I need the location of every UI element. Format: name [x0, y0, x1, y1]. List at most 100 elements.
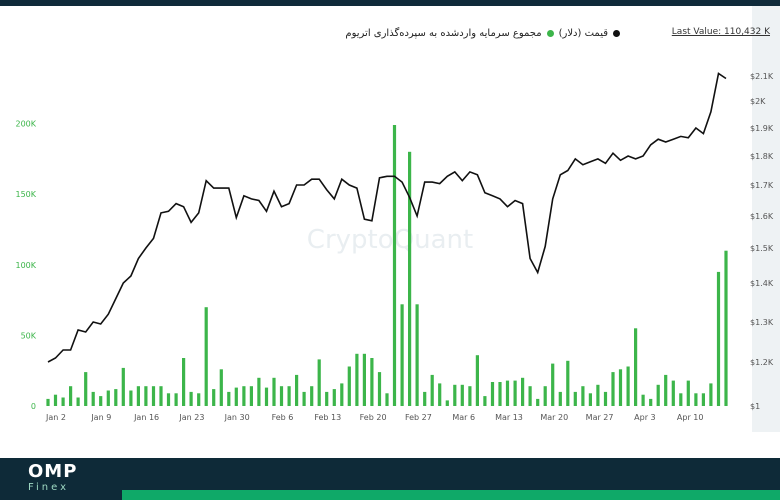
right-tick-label: $1.6K — [750, 212, 774, 221]
right-tick-label: $1.3K — [750, 318, 774, 327]
bar-31 — [279, 386, 284, 406]
legend-line-swatch — [613, 29, 620, 37]
bar-30 — [272, 377, 276, 406]
bar-35 — [310, 386, 314, 406]
bar-21 — [204, 307, 208, 406]
x-tick-label: Mar 27 — [586, 413, 614, 422]
bar-66 — [543, 386, 547, 406]
bar-55 — [460, 384, 464, 406]
bar-68 — [558, 391, 562, 406]
bar-85 — [686, 380, 690, 406]
top-strip — [0, 0, 780, 6]
bar-64 — [528, 386, 532, 406]
bar-86 — [694, 393, 698, 406]
bar-38 — [332, 389, 336, 406]
bar-8 — [106, 390, 110, 406]
bar-series — [46, 125, 728, 406]
right-tick-label: $1.7K — [750, 181, 774, 190]
bar-81 — [656, 384, 660, 406]
x-tick-label: Feb 6 — [272, 413, 294, 422]
bar-49 — [415, 304, 419, 406]
x-tick-label: Jan 23 — [178, 413, 204, 422]
bar-61 — [505, 380, 510, 406]
bar-67 — [551, 363, 555, 406]
bar-12 — [136, 386, 140, 406]
bar-43 — [370, 358, 374, 406]
bar-80 — [649, 398, 653, 406]
bar-34 — [302, 391, 306, 406]
bar-62 — [513, 380, 517, 406]
left-axis: 0 50K 100K 150K 200K — [15, 120, 36, 411]
bar-83 — [671, 380, 675, 406]
bar-32 — [287, 386, 291, 406]
bar-0 — [46, 398, 50, 406]
left-tick-label: 150K — [15, 190, 36, 199]
bar-17 — [174, 393, 178, 406]
x-tick-label: Jan 16 — [133, 413, 159, 422]
bar-29 — [264, 387, 269, 406]
bar-36 — [317, 359, 321, 406]
bar-2 — [61, 397, 65, 406]
bar-63 — [521, 377, 525, 406]
bar-11 — [129, 390, 133, 406]
bar-54 — [453, 384, 457, 406]
bar-90 — [724, 250, 728, 406]
bar-9 — [114, 389, 118, 406]
left-tick-label: 0 — [31, 402, 36, 411]
footer-accent — [122, 490, 780, 500]
x-axis: Jan 2 Jan 9 Jan 16 Jan 23 Jan 30 Feb 6 Feb 13 F… — [45, 413, 703, 422]
x-tick-label: Mar 20 — [540, 413, 568, 422]
bar-75 — [611, 372, 615, 406]
right-tick-label: $2.1K — [750, 72, 774, 81]
legend-line-label: قیمت (دلار) — [558, 27, 608, 39]
chart-legend: قیمت (دلار) مجموع سرمایه واردشده به سپرد… — [300, 24, 620, 42]
bar-22 — [212, 389, 216, 406]
bar-74 — [603, 391, 608, 406]
bar-16 — [166, 393, 171, 406]
legend-bars-label: مجموع سرمایه واردشده به سپرده‌گذاری اتری… — [345, 27, 542, 39]
x-tick-label: Mar 13 — [495, 413, 523, 422]
bar-5 — [84, 372, 88, 406]
bar-37 — [325, 391, 329, 406]
bar-44 — [377, 372, 382, 406]
right-axis: $1 $1.2K $1.3K $1.4K $1.5K $1.6K $1.7K $1.8K $1.… — [750, 72, 774, 411]
bar-46 — [392, 125, 397, 406]
bar-57 — [475, 355, 479, 406]
bar-28 — [257, 377, 261, 406]
right-tick-label: $1.4K — [750, 279, 774, 288]
bar-84 — [679, 393, 683, 406]
right-tick-label: $1.2K — [750, 358, 774, 367]
left-tick-label: 50K — [21, 331, 37, 340]
last-value-link[interactable]: Last Value: 110,432 K — [671, 27, 770, 37]
bar-39 — [340, 383, 344, 406]
x-tick-label: Feb 13 — [314, 413, 341, 422]
bar-6 — [91, 391, 95, 406]
bar-40 — [347, 366, 351, 406]
bar-88 — [709, 383, 713, 406]
bar-25 — [234, 387, 238, 406]
bar-14 — [151, 386, 156, 406]
bar-24 — [227, 391, 231, 406]
right-tick-label: $1.8K — [750, 152, 774, 161]
chart-canvas: CryptoQuant 0 50K 100K 150K 200K $1 $1.2K $1.3… — [15, 72, 774, 422]
bar-77 — [626, 366, 630, 406]
bar-65 — [536, 398, 540, 406]
x-tick-label: Feb 20 — [360, 413, 387, 422]
x-tick-label: Apr 3 — [634, 413, 655, 422]
bar-58 — [483, 396, 487, 406]
watermark-text: CryptoQuant — [307, 225, 473, 255]
bar-27 — [249, 386, 253, 406]
bar-41 — [355, 353, 359, 406]
x-tick-label: Apr 10 — [677, 413, 704, 422]
bar-82 — [664, 374, 668, 406]
bar-60 — [498, 382, 502, 406]
right-tick-label: $1.5K — [750, 244, 774, 253]
x-tick-label: Jan 9 — [90, 413, 111, 422]
bar-26 — [242, 386, 246, 406]
bar-45 — [385, 393, 389, 406]
bar-52 — [438, 383, 442, 406]
bar-56 — [468, 386, 472, 406]
bar-73 — [596, 384, 600, 406]
bar-69 — [566, 360, 570, 406]
bar-7 — [99, 396, 103, 406]
